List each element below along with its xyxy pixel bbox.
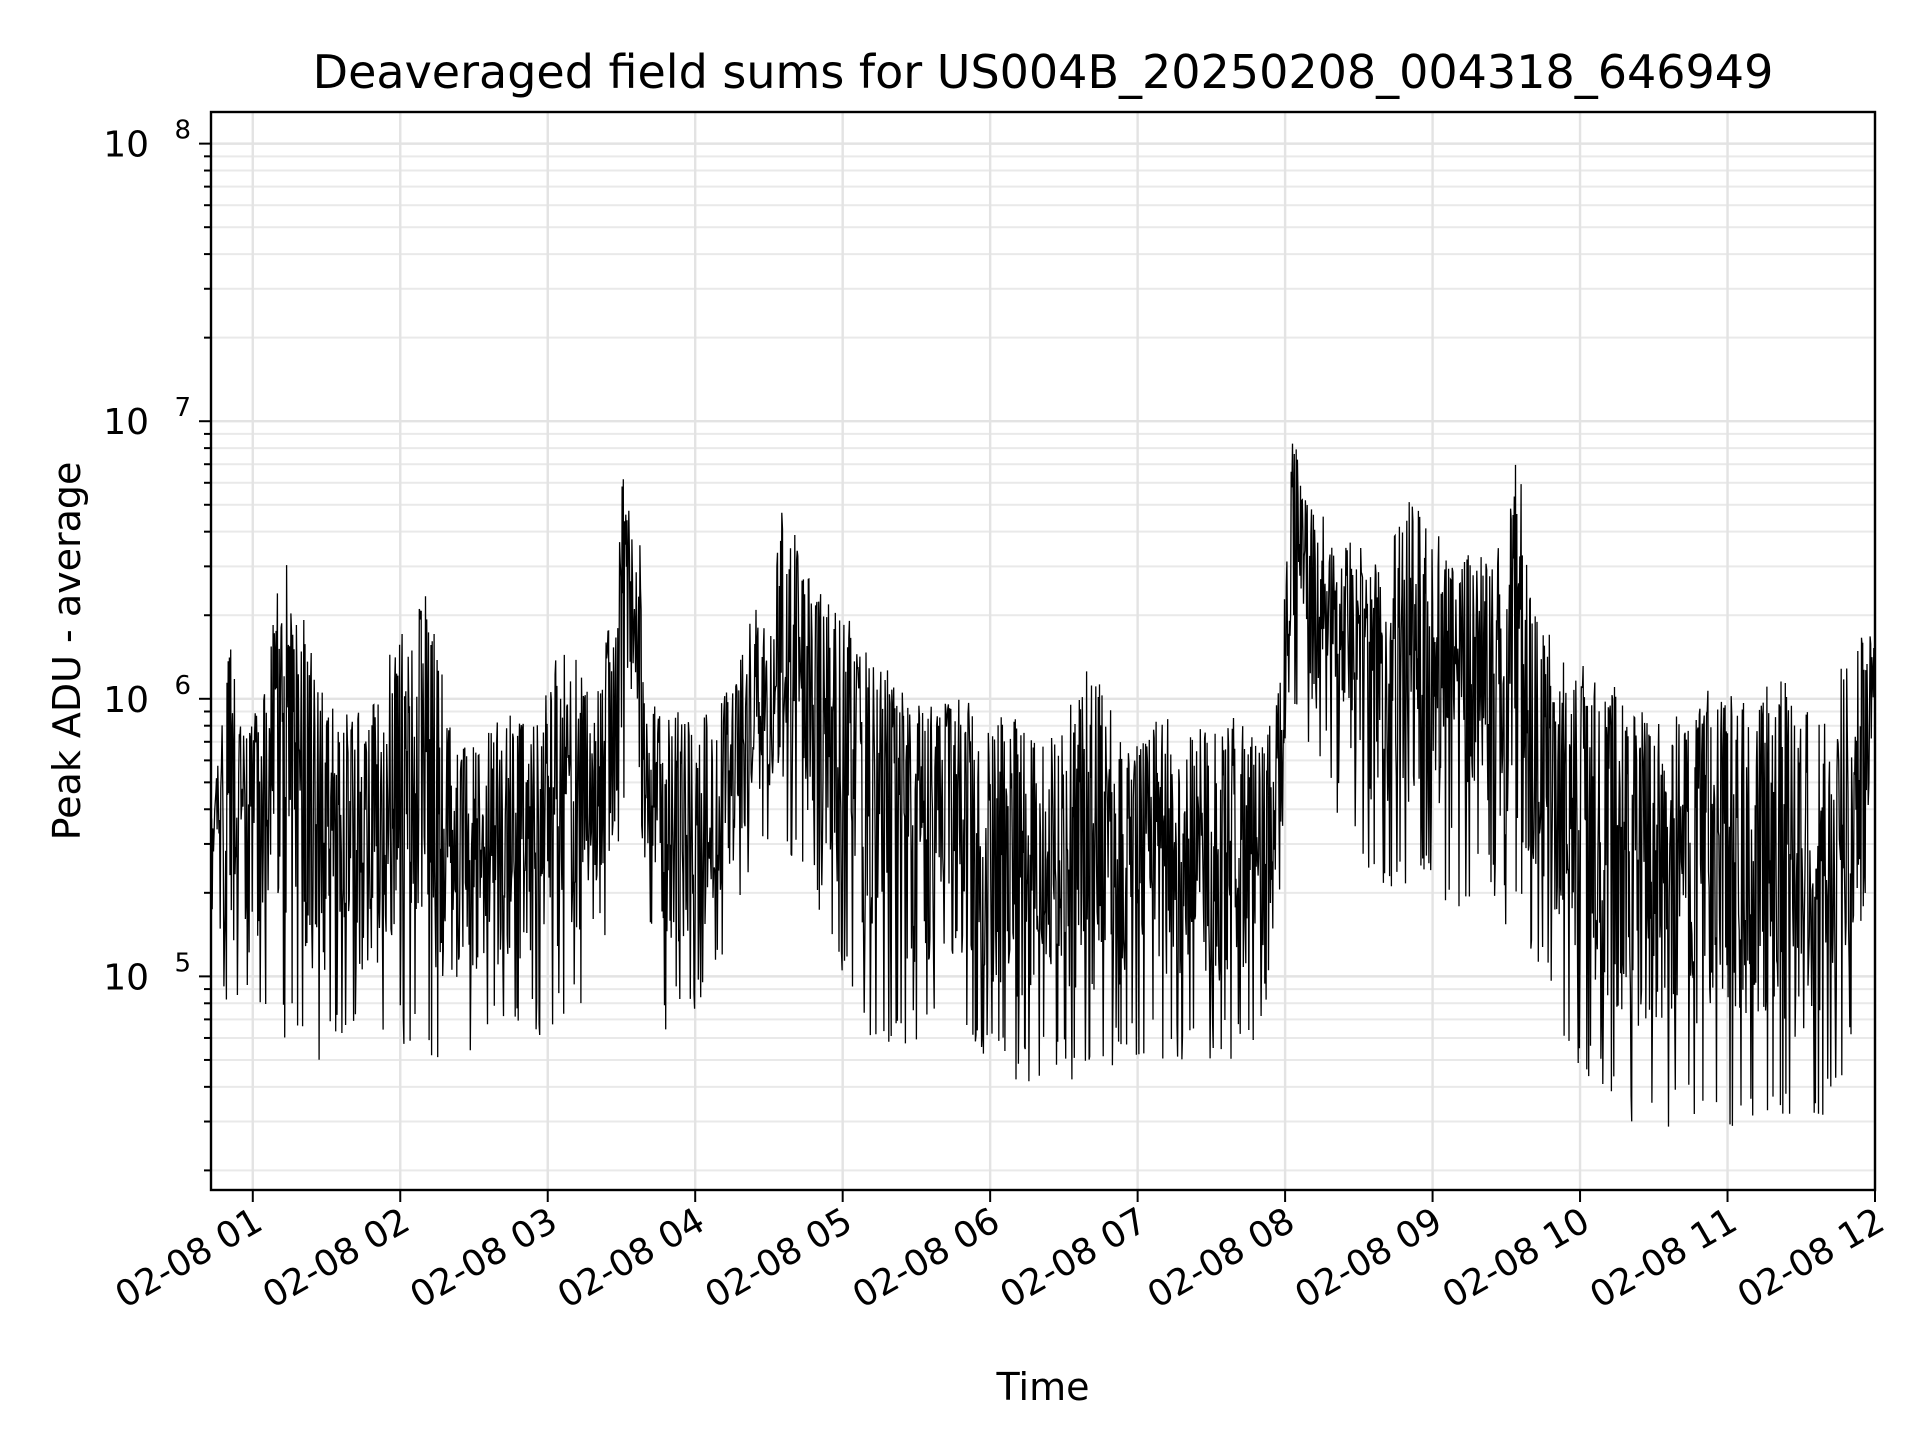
y-tick-label: 10 [103, 125, 149, 166]
y-tick-exponent: 6 [174, 671, 191, 701]
y-axis-label: Peak ADU - average [45, 462, 89, 841]
y-axis: 10 5 10 6 10 7 10 8 [103, 116, 211, 1172]
plot-frame [209, 110, 1877, 1192]
y-tick-exponent: 8 [174, 116, 191, 146]
series-line [211, 443, 1875, 1127]
y-tick-exponent: 5 [174, 948, 191, 978]
chart-title: Deaveraged field sums for US004B_2025020… [313, 45, 1774, 99]
y-tick-label: 10 [103, 957, 149, 998]
series-layer [211, 443, 1875, 1127]
y-tick-exponent: 7 [174, 393, 191, 423]
x-axis-label: Time [996, 1365, 1090, 1409]
y-tick-label: 10 [103, 402, 149, 443]
y-tick-label: 10 [103, 680, 149, 721]
